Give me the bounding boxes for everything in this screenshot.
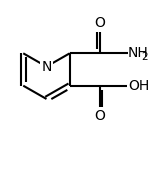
Text: 2: 2 [141,52,148,62]
Text: NH: NH [128,46,149,60]
Text: OH: OH [128,79,149,93]
Text: O: O [94,16,105,30]
Text: O: O [94,109,105,123]
Text: N: N [41,60,52,74]
